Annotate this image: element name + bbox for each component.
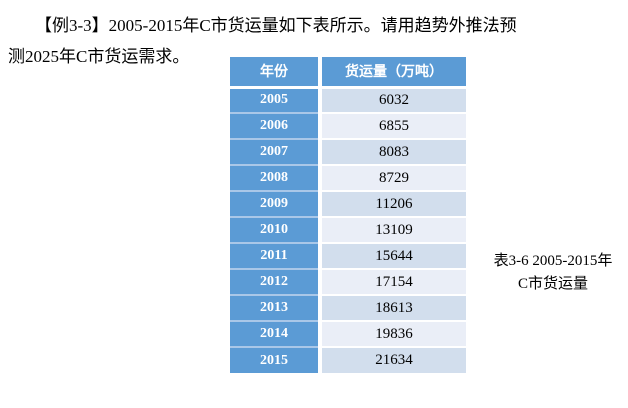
problem-statement-line1: 【例3-3】2005-2015年C市货运量如下表所示。请用趋势外推法预 <box>35 16 517 35</box>
table-row: 2012 17154 <box>230 268 466 295</box>
table-row: 2011 15644 <box>230 242 466 269</box>
header-row: 年份 货运量（万吨） <box>230 57 466 89</box>
year-cell: 2013 <box>230 294 322 321</box>
table-row: 2009 11206 <box>230 190 466 217</box>
freight-table-body: 2005 6032 2006 6855 2007 8083 2008 8729 2009 1120… <box>230 86 466 373</box>
table-row: 2013 18613 <box>230 294 466 321</box>
volume-cell: 6855 <box>320 112 466 139</box>
table-row: 2005 6032 <box>230 86 466 113</box>
volume-cell: 8083 <box>320 138 466 165</box>
year-cell: 2015 <box>230 346 322 373</box>
table-row: 2006 6855 <box>230 112 466 139</box>
year-cell: 2005 <box>230 86 322 113</box>
volume-cell: 13109 <box>320 216 466 243</box>
table-caption: 表3-6 2005-2015年 C市货运量 <box>478 250 628 296</box>
year-cell: 2009 <box>230 190 322 217</box>
problem-statement: 【例3-3】2005-2015年C市货运量如下表所示。请用趋势外推法预 测202… <box>8 10 608 72</box>
year-cell: 2008 <box>230 164 322 191</box>
table-row: 2008 8729 <box>230 164 466 191</box>
year-cell: 2011 <box>230 242 322 269</box>
problem-statement-line2: 测2025年C市货运需求。 <box>8 47 190 66</box>
year-cell: 2007 <box>230 138 322 165</box>
year-cell: 2010 <box>230 216 322 243</box>
volume-cell: 18613 <box>320 294 466 321</box>
year-cell: 2006 <box>230 112 322 139</box>
volume-cell: 8729 <box>320 164 466 191</box>
table-row: 2007 8083 <box>230 138 466 165</box>
year-cell: 2012 <box>230 268 322 295</box>
volume-cell: 6032 <box>320 86 466 113</box>
volume-cell: 19836 <box>320 320 466 347</box>
volume-cell: 17154 <box>320 268 466 295</box>
column-header-year: 年份 <box>230 57 322 89</box>
volume-cell: 15644 <box>320 242 466 269</box>
table-caption-line1: 表3-6 2005-2015年 <box>493 253 613 269</box>
freight-table-header: 年份 货运量（万吨） <box>230 57 466 89</box>
year-cell: 2014 <box>230 320 322 347</box>
table-row: 2014 19836 <box>230 320 466 347</box>
table-caption-line2: C市货运量 <box>517 276 588 292</box>
table-row: 2015 21634 <box>230 346 466 373</box>
freight-volume-table: 年份 货运量（万吨） 2005 6032 2006 6855 2007 8083 2008 8… <box>230 57 466 373</box>
column-header-volume: 货运量（万吨） <box>320 57 466 89</box>
volume-cell: 21634 <box>320 346 466 373</box>
volume-cell: 11206 <box>320 190 466 217</box>
table-row: 2010 13109 <box>230 216 466 243</box>
